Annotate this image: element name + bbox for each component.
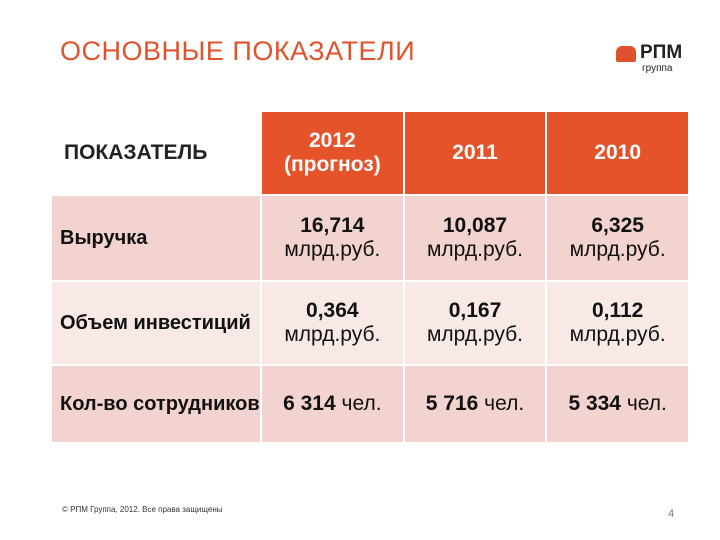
page-number: 4 [668,508,675,520]
cell-unit: чел. [626,392,667,415]
table-cell: 0,364 млрд.руб. [261,281,405,366]
table-cell: 5 334 чел. [546,365,690,444]
table-row: Выручка 16,714 млрд.руб. 10,087 млрд.руб. 6,3… [52,195,690,282]
logo: РПМ группа [614,42,694,76]
logo-name: РПМ [640,42,683,63]
table-cell: 16,714 млрд.руб. [261,195,405,282]
header-line: 2012 [308,129,356,152]
table-cell: 6 314 чел. [261,365,405,444]
table-row: Объем инвестиций 0,364 млрд.руб. 0,167 млрд.… [52,281,690,366]
table-cell: 10,087 млрд.руб. [403,195,548,282]
table-cell: 0,167 млрд.руб. [403,281,548,366]
row-label: Кол-во сотрудников [52,365,262,444]
table-cell: 6,325 млрд.руб. [546,195,690,282]
cell-unit: млрд.руб. [569,323,666,346]
cell-unit: млрд.руб. [569,238,666,261]
cell-unit: млрд.руб. [284,238,381,261]
cell-value: 10,087 [442,214,508,237]
cell-value: 0,167 [448,299,502,322]
cell-value: 0,112 [591,299,644,322]
cell-value: 6 314 [283,392,336,415]
header-line: 2010 [594,141,642,164]
cell-unit: млрд.руб. [426,323,523,346]
header-line: ПОКАЗАТЕЛЬ [64,141,208,164]
column-header: 2011 [403,112,548,196]
table-cell: 0,112 млрд.руб. [546,281,690,366]
header-row: ПОКАЗАТЕЛЬ 2012 (прогноз) 2011 2010 [52,112,690,196]
cell-unit: млрд.руб. [426,238,523,261]
cell-unit: чел. [341,392,382,415]
cell-unit: млрд.руб. [284,323,381,346]
cell-unit: чел. [484,392,525,415]
row-label: Объем инвестиций [52,281,262,366]
slide-title: ОСНОВНЫЕ ПОКАЗАТЕЛИ [60,36,416,66]
cell-value: 6,325 [591,214,644,237]
cell-value: 16,714 [300,214,365,237]
cell-value: 0,364 [306,299,359,322]
row-label: Выручка [52,195,262,282]
header-line: 2011 [452,141,498,164]
header-line: (прогноз) [283,153,381,176]
column-header: 2010 [546,112,690,196]
copyright: © РПМ Группа, 2012. Все права защищены [62,505,223,514]
logo-sub: группа [642,63,673,74]
logo-icon [616,46,636,62]
column-header: 2012 (прогноз) [261,112,405,196]
column-header: ПОКАЗАТЕЛЬ [52,112,262,196]
table: ПОКАЗАТЕЛЬ 2012 (прогноз) 2011 2010 Выручка 16… [52,112,690,444]
table-cell: 5 716 чел. [403,365,548,444]
table-row: Кол-во сотрудников 6 314 чел. 5 716 чел. 5 … [52,365,690,444]
cell-value: 5 334 [568,392,621,415]
cell-value: 5 716 [425,392,479,415]
